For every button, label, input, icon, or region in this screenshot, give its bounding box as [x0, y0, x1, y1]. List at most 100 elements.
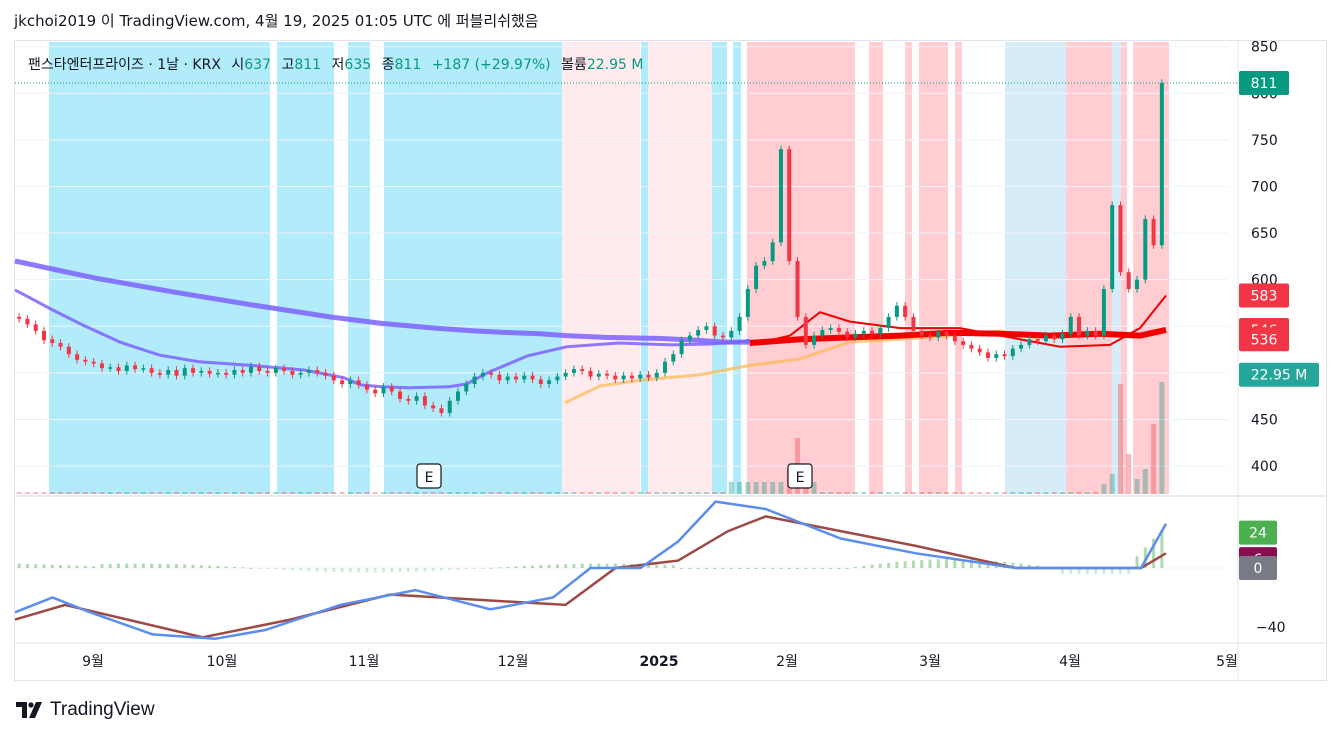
volume-bar [836, 492, 842, 494]
osc-histogram-bar [290, 568, 294, 571]
candle-body [1077, 316, 1082, 336]
volume-bar [91, 492, 97, 494]
volume-bar [430, 492, 436, 494]
osc-histogram-bar [274, 568, 278, 570]
volume-bar [596, 492, 602, 494]
volume-bar [1043, 492, 1049, 494]
background-band [277, 42, 334, 494]
volume-bar [49, 492, 55, 494]
osc-tag: 24 [1239, 520, 1277, 545]
candle-body [116, 367, 121, 371]
volume-bar [455, 492, 461, 494]
osc-histogram-bar [1019, 563, 1023, 568]
volume-bar [852, 492, 858, 494]
volume-bar [356, 492, 362, 494]
candle-body [141, 368, 146, 370]
candle-body [878, 328, 883, 334]
price-tag-bg [1239, 71, 1289, 96]
volume-bar [438, 492, 444, 494]
chart-legend: 팬스타엔터프라이즈 · 1날 · KRX 시637 고811 저635 종811… [28, 54, 643, 74]
earnings-marker: E [787, 463, 813, 489]
candle-body [1101, 288, 1106, 336]
volume-bar [1026, 492, 1032, 494]
volume-bar [496, 492, 502, 494]
osc-histogram-bar [787, 568, 791, 569]
earnings-marker-label: E [796, 470, 805, 486]
osc-histogram-bar [845, 568, 849, 569]
osc-histogram-bar [978, 559, 982, 568]
volume-bar [157, 492, 163, 494]
volume-bar [82, 492, 88, 494]
volume-bar [645, 492, 651, 494]
osc-histogram-bar [448, 568, 452, 571]
volume-bar [1051, 492, 1057, 494]
volume-bar [314, 492, 320, 494]
candle-body [99, 363, 104, 369]
osc-histogram-bar [150, 563, 154, 568]
osc-histogram-bar [481, 568, 485, 569]
volume-bar [1126, 454, 1132, 494]
osc-histogram-bar [895, 561, 899, 568]
volume-bar [1142, 469, 1148, 494]
volume-bar [24, 492, 30, 494]
osc-histogram-bar [100, 564, 104, 568]
osc-histogram-bar [1135, 556, 1139, 568]
candle-body [820, 329, 825, 336]
osc-histogram-bar [688, 568, 692, 569]
volume-bar [173, 492, 179, 494]
tradingview-logo[interactable]: TradingView [16, 699, 155, 721]
candle-body [513, 376, 518, 380]
time-tick-label: 3월 [919, 654, 941, 670]
candle-body [1002, 354, 1007, 357]
volume-bar [414, 492, 420, 494]
candle-body [356, 380, 361, 385]
volume-bar [132, 492, 138, 494]
candle-body [944, 331, 949, 336]
candle-body [66, 346, 71, 355]
osc-histogram-bar [340, 568, 344, 573]
volume-bar [306, 492, 312, 494]
price-tag: 811 [1239, 71, 1289, 96]
candle-body [663, 361, 668, 373]
candle-body [406, 398, 411, 401]
candle-body [928, 335, 933, 338]
volume-bar [331, 492, 337, 494]
candle-body [33, 324, 38, 331]
osc-histogram-bar [489, 567, 493, 569]
osc-histogram-bar [1127, 568, 1131, 574]
time-tick-label: 2월 [776, 654, 798, 670]
volume-bar [753, 482, 759, 494]
candle-body [50, 339, 55, 344]
time-tick-label: 9월 [82, 654, 104, 670]
candle-body [381, 386, 386, 394]
candle-body [646, 374, 651, 378]
background-band [1121, 42, 1127, 494]
volume-bar [993, 492, 999, 494]
osc-histogram-bar [17, 563, 21, 568]
osc-histogram-bar [315, 568, 319, 572]
volume-bar [389, 492, 395, 494]
osc-histogram-bar [506, 566, 510, 568]
osc-histogram-bar [812, 568, 816, 569]
price-tick-label: 750 [1251, 133, 1278, 149]
candle-body [398, 391, 403, 399]
osc-histogram-bar [1110, 568, 1114, 574]
osc-histogram-bar [961, 559, 965, 568]
candle-body [720, 335, 725, 338]
candle-body [224, 372, 229, 375]
candle-body [290, 370, 295, 375]
osc-tag-bg [1239, 556, 1277, 580]
osc-histogram-bar [696, 568, 700, 569]
legend-open-label: 시 [231, 57, 245, 73]
candle-body [1010, 348, 1015, 357]
osc-histogram-bar [282, 568, 286, 570]
candle-body [745, 288, 750, 317]
volume-bar [886, 492, 892, 494]
osc-tag-label: 24 [1249, 526, 1267, 542]
osc-fast-line [14, 500, 1168, 641]
candle-body [25, 318, 30, 325]
osc-histogram-bar [75, 565, 79, 568]
candle-body [422, 396, 427, 406]
osc-histogram-bar [299, 568, 303, 571]
